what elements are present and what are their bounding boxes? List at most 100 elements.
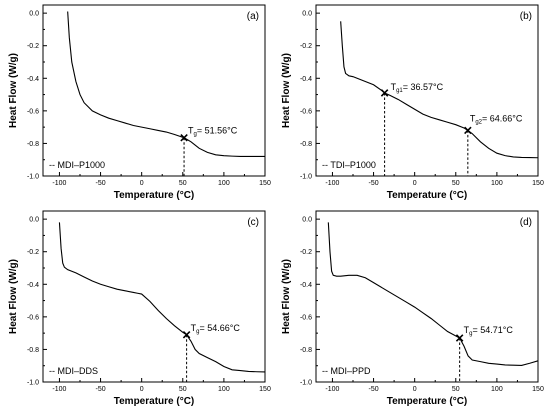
x-tick-label: -100	[325, 386, 339, 393]
x-axis-title: Temperature (°C)	[387, 396, 468, 407]
y-axis-title: Heat Flow (W/g)	[281, 53, 292, 128]
x-tick-label: 0	[140, 386, 144, 393]
x-tick-label: 0	[413, 180, 417, 187]
heat-flow-curve	[340, 21, 539, 159]
x-tick-label: 150	[259, 180, 271, 187]
tg-marker	[182, 331, 191, 339]
x-tick-label: 50	[179, 180, 187, 187]
x-tick-label: -50	[368, 180, 378, 187]
tg-label-value: = 54.71°C	[472, 325, 513, 335]
x-tick-label: 100	[218, 180, 230, 187]
tg-label-main: T	[464, 325, 470, 335]
tg-marker	[180, 133, 188, 142]
panel-3: -100 -50 0 50 100 150 0.0 -0.2 -0.4 -0.6 -0.8 -1.0 T…	[8, 210, 271, 407]
y-tick-label: -0.4	[300, 76, 312, 83]
y-tick-label: 0.0	[302, 217, 312, 224]
legend-entry: -- TDI–P1000	[322, 160, 376, 170]
y-tick-label: -1.0	[300, 174, 312, 181]
tg-marker	[455, 334, 464, 342]
x-axis-title: Temperature (°C)	[114, 190, 195, 201]
x-tick-label: -100	[52, 180, 66, 187]
tg-label-sub: g	[194, 132, 197, 138]
tg-label-sub: g1	[396, 88, 403, 94]
tg-marker	[380, 89, 389, 97]
tg-label-value: = 36.57°C	[403, 82, 444, 92]
x-tick-label: -100	[325, 180, 339, 187]
y-tick-label: -0.2	[27, 249, 39, 256]
y-tick-label: 0.0	[302, 11, 312, 18]
tg-label: Tg= 51.56°C	[188, 126, 238, 138]
heat-flow-curve	[67, 11, 265, 158]
tg-label-main: T	[188, 126, 194, 136]
panel-1: -100 -50 0 50 100 150 0.0 -0.2 -0.4 -0.6 -0.8 -1.0 T…	[8, 4, 271, 201]
y-tick-label: -0.8	[27, 347, 39, 354]
legend-entry: -- MDI–DDS	[49, 366, 98, 376]
y-tick-label: -0.2	[300, 43, 312, 50]
panel-label: (d)	[520, 217, 532, 228]
y-tick-label: -0.2	[300, 249, 312, 256]
tg-label: Tg1= 36.57°C	[391, 82, 444, 94]
tg-label: Tg= 54.66°C	[191, 323, 241, 335]
y-tick-label: -0.4	[27, 282, 39, 289]
x-tick-label: 0	[413, 386, 417, 393]
y-axis-title: Heat Flow (W/g)	[8, 259, 19, 334]
tg-label-main: T	[191, 323, 197, 333]
plot-frame	[315, 210, 539, 383]
x-tick-label: -50	[95, 180, 105, 187]
tg-label-value: = 54.66°C	[199, 323, 240, 333]
x-tick-label: -50	[95, 386, 105, 393]
legend-entry: -- MDI–PPD	[322, 366, 371, 376]
tg-marker	[464, 126, 472, 135]
x-tick-label: 50	[179, 386, 187, 393]
plot-frame	[42, 210, 266, 383]
x-tick-label: 100	[218, 386, 230, 393]
tg-label-main: T	[470, 113, 476, 123]
tg-label: Tg= 54.71°C	[464, 325, 514, 337]
plot-frame	[315, 4, 539, 177]
tg-label-sub: g	[196, 329, 199, 335]
tg-label-main: T	[391, 82, 397, 92]
x-tick-label: 100	[491, 386, 503, 393]
y-axis-title: Heat Flow (W/g)	[281, 259, 292, 334]
legend-entry: -- MDI–P1000	[49, 160, 105, 170]
x-tick-label: 150	[532, 180, 544, 187]
y-tick-label: -0.8	[300, 141, 312, 148]
y-tick-label: -0.8	[300, 347, 312, 354]
x-axis-title: Temperature (°C)	[114, 396, 195, 407]
x-tick-label: 0	[140, 180, 144, 187]
tg-label-value: = 64.66°C	[482, 113, 523, 123]
x-tick-label: 100	[491, 180, 503, 187]
x-axis-title: Temperature (°C)	[387, 190, 468, 201]
y-tick-label: -0.6	[300, 108, 312, 115]
panel-label: (c)	[247, 217, 259, 228]
x-tick-label: -50	[368, 386, 378, 393]
tg-label-value: = 51.56°C	[197, 126, 238, 136]
x-tick-label: 150	[532, 386, 544, 393]
panel-2: -100 -50 0 50 100 150 0.0 -0.2 -0.4 -0.6 -0.8 -1.0 T…	[281, 4, 544, 201]
panel-label: (a)	[247, 11, 259, 22]
y-tick-label: -1.0	[27, 380, 39, 387]
x-tick-label: -100	[52, 386, 66, 393]
y-tick-label: -0.4	[27, 76, 39, 83]
y-tick-label: -0.6	[300, 314, 312, 321]
y-tick-label: -0.8	[27, 141, 39, 148]
x-tick-label: 150	[259, 386, 271, 393]
y-tick-label: -1.0	[27, 174, 39, 181]
y-tick-label: -0.4	[300, 282, 312, 289]
y-axis-title: Heat Flow (W/g)	[8, 53, 19, 128]
tg-label: Tg2= 64.66°C	[470, 113, 523, 125]
y-tick-label: -0.2	[27, 43, 39, 50]
panel-label: (b)	[520, 11, 532, 22]
x-tick-label: 50	[452, 386, 460, 393]
tg-label-sub: g2	[475, 119, 482, 125]
x-tick-label: 50	[452, 180, 460, 187]
heat-flow-curve	[58, 222, 266, 373]
plot-frame	[42, 4, 266, 177]
panel-4: -100 -50 0 50 100 150 0.0 -0.2 -0.4 -0.6 -0.8 -1.0 T…	[281, 210, 544, 407]
y-tick-label: 0.0	[29, 11, 39, 18]
heat-flow-curve	[327, 222, 539, 366]
y-tick-label: -0.6	[27, 108, 39, 115]
tg-label-sub: g	[469, 331, 472, 337]
